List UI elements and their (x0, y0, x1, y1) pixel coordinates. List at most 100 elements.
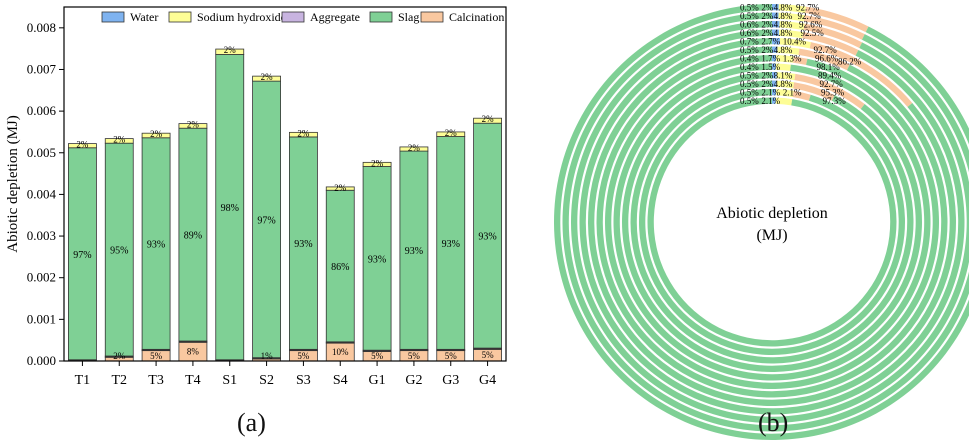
bar-segment (399, 150, 429, 350)
bar-segment (436, 131, 466, 137)
ring-label: 95.3% (821, 88, 845, 98)
bar-slag-label: 89% (184, 231, 202, 242)
bar-segment (362, 161, 392, 167)
ring-label: 92.7% (820, 79, 844, 89)
bar-segment (68, 143, 97, 149)
bar-segment (68, 147, 97, 361)
multi-ring-donut-chart: 0.5% 2% 4.8% 92.7%0.5% 2% 4.8% 92.7%0.6% 2% 4.8%… (554, 3, 969, 440)
bar-top-label: 2% (113, 135, 126, 145)
donut-slice (772, 72, 777, 79)
legend-swatch (101, 11, 125, 23)
donut-slice (794, 73, 865, 110)
bar-bottom-label: 10% (332, 347, 349, 357)
panel-label-a: (a) (237, 408, 266, 437)
bar-top-label: 2% (187, 120, 200, 130)
legend-swatch (168, 11, 192, 23)
donut-slice (805, 6, 869, 33)
ring-label: 2% (761, 71, 774, 81)
bar-segment (325, 186, 355, 191)
bar-top-label: 2% (408, 143, 421, 153)
ring-label: 2.1% (761, 96, 780, 106)
x-tick-label: S2 (259, 373, 274, 388)
ring-label: 86.2% (838, 57, 862, 67)
ring-label: 2% (761, 20, 774, 30)
bar-segment (325, 189, 355, 343)
bar-bottom-label: 5% (408, 351, 421, 361)
bar-top-label: 2% (445, 128, 458, 138)
donut-slice (772, 38, 781, 45)
ring-label: 2.1% (761, 88, 780, 98)
x-tick-label: G1 (369, 373, 386, 388)
ring-label: 10.4% (783, 37, 807, 47)
y-tick-label: 0.002 (27, 270, 56, 285)
donut-slice (775, 97, 793, 106)
ring-label: 0.5% (740, 3, 759, 13)
bar-segment (141, 137, 171, 350)
y-tick-label: 0.003 (27, 228, 56, 243)
x-tick-label: S4 (333, 373, 348, 388)
bar-top-label: 2% (261, 72, 274, 82)
bar-slag-label: 93% (478, 232, 496, 243)
bar-top-label: 2% (482, 114, 495, 124)
donut-slice (779, 38, 812, 49)
x-tick-label: G4 (479, 373, 496, 388)
bar-bottom-label: 5% (150, 351, 163, 361)
donut-slice (779, 21, 805, 30)
donut-slice (772, 89, 777, 96)
ring-label: 0.5% (740, 96, 759, 106)
ring-label: 2% (761, 45, 774, 55)
bar-slag-label: 98% (221, 203, 239, 214)
bar-segment (473, 122, 502, 349)
bar-segment (289, 131, 318, 138)
donut-slice (772, 55, 777, 62)
donut-slice (772, 12, 779, 19)
bar-bottom-label: 5% (371, 351, 384, 361)
bar-segment (252, 75, 281, 82)
bar-slag-label: 97% (257, 215, 275, 226)
ring-label: 4.8% (774, 28, 793, 38)
bar-segment (141, 132, 171, 139)
x-tick-label: T2 (111, 373, 127, 388)
bar-bottom-label: 8% (187, 347, 200, 357)
donut-slice (776, 55, 794, 63)
donut-slice (776, 72, 796, 81)
donut-slice (793, 56, 808, 65)
bar-slag-label: 93% (147, 240, 165, 251)
bar-segment (289, 136, 318, 350)
ring-label: 89.4% (818, 71, 842, 81)
y-tick-label: 0.008 (27, 20, 56, 35)
ring-label: 4.8% (774, 20, 793, 30)
donut-slice (803, 15, 865, 40)
y-axis-label: Abiotic depletion (MJ) (5, 115, 21, 252)
bar-bottom-label: 5% (297, 351, 310, 361)
ring-label: 8.1% (774, 71, 793, 81)
ring-label: 92.7% (798, 11, 822, 21)
x-tick-label: S3 (296, 373, 311, 388)
bar-slag-label: 93% (442, 239, 460, 250)
stacked-bar-chart: 0.000 0.001 0.002 0.003 0.004 0.005 0.006 0.007… (5, 6, 507, 388)
bar-top-label: 2% (297, 128, 310, 138)
donut-slice (802, 32, 859, 56)
donut-slice (779, 29, 804, 39)
ring-label: 0.6% (740, 20, 759, 30)
ring-label: 1.3% (783, 54, 802, 64)
x-tick-label: T4 (185, 373, 201, 388)
donut-slice (772, 21, 780, 28)
y-tick-label: 0.006 (27, 103, 57, 118)
ring-label: 0.5% (740, 79, 759, 89)
donut-slice (647, 97, 897, 347)
donut-center-unit: (MJ) (756, 227, 787, 244)
ring-label: 92.6% (799, 20, 823, 30)
legend-label: Sodium hydroxide (197, 10, 286, 24)
bar-bottom-label: 5% (445, 351, 458, 361)
ring-label: 1.5% (761, 62, 780, 72)
donut-slice (809, 42, 913, 108)
legend-swatch (420, 11, 444, 23)
bar-top-label: 2% (224, 45, 237, 55)
bar-top-label: 2% (334, 183, 347, 193)
bar-segment (215, 54, 245, 361)
bar-segment (252, 80, 281, 359)
bar-slag-label: 93% (405, 246, 423, 257)
bar-segment (436, 136, 466, 350)
ring-label: 98.1% (817, 62, 841, 72)
